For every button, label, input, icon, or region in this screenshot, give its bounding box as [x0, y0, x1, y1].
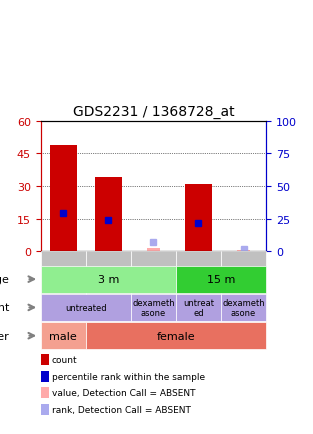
- Text: value, Detection Call = ABSENT: value, Detection Call = ABSENT: [52, 388, 195, 397]
- Text: dexameth
asone: dexameth asone: [222, 298, 265, 317]
- Text: untreated: untreated: [65, 303, 106, 312]
- Text: 15 m: 15 m: [207, 275, 235, 284]
- Bar: [146, 248, 160, 252]
- Text: male: male: [49, 331, 77, 341]
- Text: 3 m: 3 m: [98, 275, 119, 284]
- Text: untreat
ed: untreat ed: [183, 298, 214, 317]
- Title: GDS2231 / 1368728_at: GDS2231 / 1368728_at: [73, 105, 234, 119]
- Text: count: count: [52, 355, 77, 364]
- Bar: [237, 251, 250, 252]
- Text: percentile rank within the sample: percentile rank within the sample: [52, 372, 205, 381]
- Text: rank, Detection Call = ABSENT: rank, Detection Call = ABSENT: [52, 405, 191, 414]
- Text: female: female: [156, 331, 195, 341]
- Text: gender: gender: [0, 331, 9, 341]
- Bar: [95, 178, 122, 252]
- Text: age: age: [0, 275, 9, 284]
- Text: dexameth
asone: dexameth asone: [132, 298, 175, 317]
- Bar: [185, 184, 212, 252]
- Bar: [50, 145, 77, 252]
- Text: agent: agent: [0, 303, 9, 312]
